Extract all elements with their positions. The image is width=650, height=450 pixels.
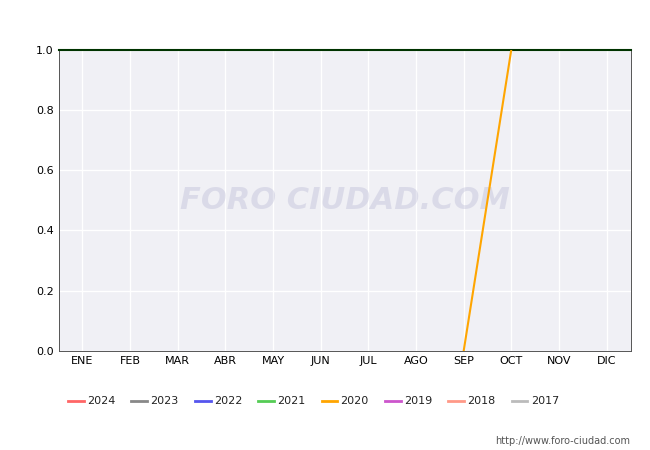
Text: 2018: 2018: [467, 396, 495, 405]
Text: 2022: 2022: [214, 396, 242, 405]
Text: 2020: 2020: [341, 396, 369, 405]
Text: 2021: 2021: [277, 396, 305, 405]
Text: http://www.foro-ciudad.com: http://www.foro-ciudad.com: [495, 436, 630, 446]
Text: Afiliados en Villarroya a 31/5/2024: Afiliados en Villarroya a 31/5/2024: [170, 11, 480, 29]
Text: FORO CIUDAD.COM: FORO CIUDAD.COM: [179, 186, 510, 215]
Text: 2017: 2017: [530, 396, 559, 405]
Text: 2023: 2023: [150, 396, 179, 405]
Text: 2024: 2024: [87, 396, 116, 405]
Text: 2019: 2019: [404, 396, 432, 405]
